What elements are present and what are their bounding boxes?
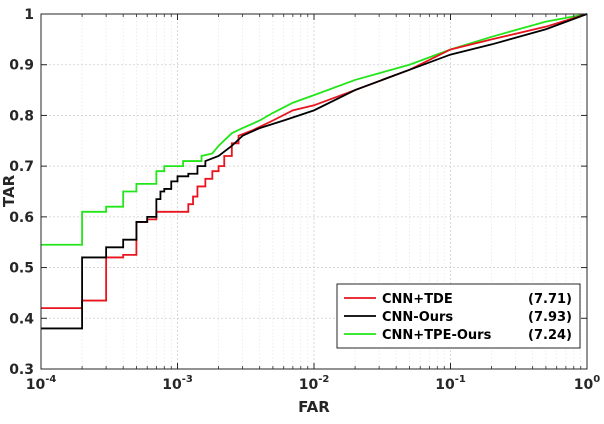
y-tick-labels: 0.3 0.4 0.5 0.6 0.7 0.8 0.9 1	[9, 7, 34, 378]
legend-entry-cnn-tpe-ours: CNN+TPE-Ours (7.24)	[344, 328, 572, 343]
x-tick-base: 10	[26, 377, 46, 393]
x-axis-title: FAR	[298, 398, 330, 416]
x-tick-exponent: 0	[593, 374, 600, 385]
y-tick-label: 0.9	[9, 58, 34, 74]
series-layer	[41, 13, 588, 330]
y-tick-label: 0.8	[9, 108, 34, 124]
y-tick-label: 0.5	[9, 261, 34, 277]
x-tick-base: 10	[435, 377, 455, 393]
legend-entry-cnn-ours: CNN-Ours (7.93)	[344, 310, 572, 325]
legend-label-cnn-ours: CNN-Ours	[382, 310, 453, 325]
legend: CNN+TDE (7.71) CNN-Ours (7.93) CNN+TPE-O…	[336, 283, 581, 349]
legend-score-cnn-ours: (7.93)	[528, 310, 572, 325]
x-tick-label: 100	[574, 374, 600, 393]
x-tick-base: 10	[162, 377, 182, 393]
legend-entry-cnn-tde: CNN+TDE (7.71)	[344, 292, 572, 307]
legend-box	[336, 283, 581, 349]
legend-label-cnn-tde: CNN+TDE	[382, 292, 453, 307]
x-tick-label: 10-3	[162, 374, 193, 393]
x-tick-labels: 10-4 10-3 10-2 10-1 100	[26, 374, 601, 393]
series-line-cnn-tde	[41, 13, 588, 310]
x-tick-base: 10	[574, 377, 594, 393]
y-tick-label: 0.3	[9, 362, 34, 378]
y-tick-label: 0.4	[9, 311, 34, 327]
x-tick-label: 10-2	[299, 374, 330, 393]
x-tick-label: 10-4	[26, 374, 57, 393]
x-tick-exponent: -1	[455, 374, 466, 385]
y-tick-label: 1	[24, 7, 34, 23]
x-tick-exponent: -4	[45, 374, 56, 385]
series-line-cnn-tpe-ours	[41, 13, 588, 246]
tick-marks	[40, 13, 588, 370]
x-tick-base: 10	[299, 377, 319, 393]
x-tick-exponent: -2	[318, 374, 329, 385]
legend-score-cnn-tde: (7.71)	[528, 292, 572, 307]
y-tick-label: 0.6	[9, 210, 34, 226]
y-axis-title: TAR	[0, 174, 18, 207]
x-tick-label: 10-1	[435, 374, 466, 393]
y-tick-label: 0.7	[9, 159, 34, 175]
legend-label-cnn-tpe-ours: CNN+TPE-Ours	[382, 328, 492, 343]
series-line-cnn-ours	[41, 13, 588, 330]
legend-score-cnn-tpe-ours: (7.24)	[528, 328, 572, 343]
x-tick-exponent: -3	[182, 374, 193, 385]
